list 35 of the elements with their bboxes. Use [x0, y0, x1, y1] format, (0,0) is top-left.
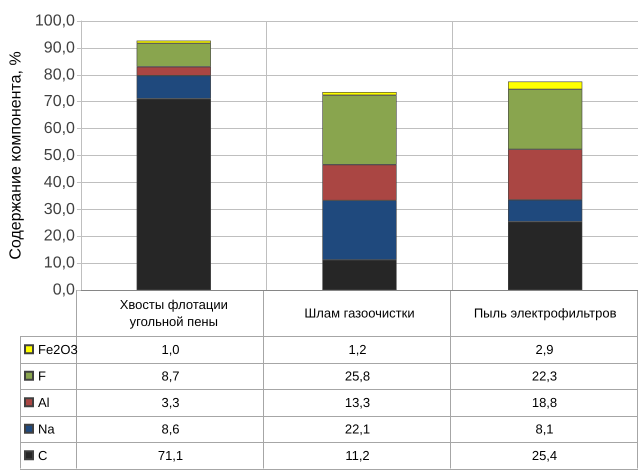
x-tick-label: Хвосты флотации угольной пены	[120, 297, 228, 329]
x-tick-label: Шлам газоочистки	[304, 306, 415, 320]
data-label: 1,2	[348, 342, 367, 357]
legend-label: Na	[38, 421, 56, 436]
data-label: 8,1	[535, 421, 554, 436]
y-tick-label: 50,0	[44, 147, 76, 164]
data-label: 8,7	[161, 368, 180, 384]
data-label: 11,2	[345, 448, 370, 463]
y-tick-label: 30,0	[44, 200, 76, 218]
y-tick-label: 40,0	[44, 174, 76, 191]
y-axis-title: Содержание компонента, %	[8, 51, 24, 260]
data-label: 71,1	[158, 448, 184, 463]
data-label: 18,8	[532, 394, 558, 410]
data-label: 25,8	[344, 368, 370, 384]
legend-label: Al	[38, 394, 50, 410]
data-label: 2,9	[535, 342, 554, 357]
data-label: 8,6	[161, 421, 180, 436]
y-tick-label: 20,0	[44, 228, 76, 245]
y-tick-label: 100,0	[34, 12, 76, 30]
data-label: 1,0	[161, 342, 180, 357]
y-tick-label: 70,0	[44, 93, 76, 110]
y-tick-label: 0,0	[52, 282, 76, 298]
y-tick-label: 90,0	[44, 39, 76, 56]
data-label: 22,1	[344, 421, 370, 436]
data-label: 13,3	[344, 394, 370, 410]
x-tick-label: Пыль электрофильтров	[474, 306, 617, 320]
legend-label: Fe2O3	[38, 342, 78, 357]
y-tick-label: 60,0	[44, 120, 76, 138]
legend-label: F	[38, 368, 46, 384]
legend-label: C	[38, 448, 48, 463]
data-label: 25,4	[532, 448, 558, 463]
y-tick-label: 80,0	[44, 66, 76, 84]
y-tick-label: 10,0	[44, 254, 76, 272]
data-label: 3,3	[161, 394, 180, 410]
data-label: 22,3	[532, 368, 558, 384]
